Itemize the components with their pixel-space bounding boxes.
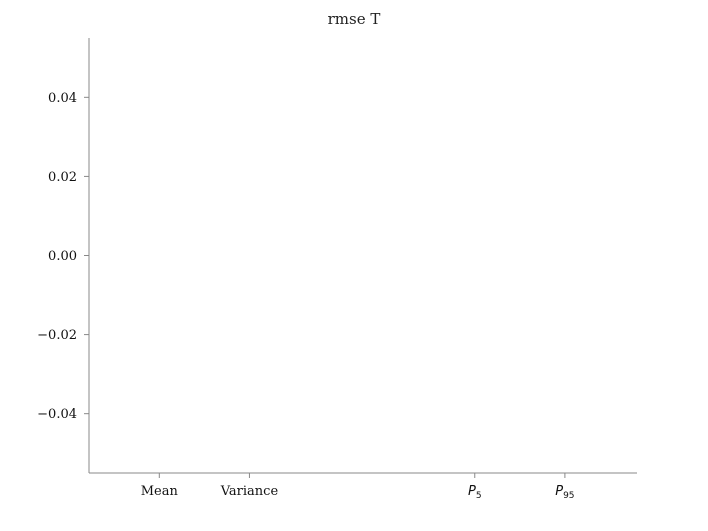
x-tick-label: P5 — [468, 484, 482, 501]
x-tick-label: P95 — [555, 484, 574, 501]
chart-title: rmse T — [328, 10, 381, 28]
x-tick-label: Mean — [141, 484, 179, 499]
y-tick-label: −0.02 — [37, 328, 77, 343]
y-tick-label: −0.04 — [37, 407, 77, 422]
x-axis-ticks: Mean Variance P5 P95 — [141, 473, 575, 501]
y-axis-ticks: −0.04 −0.02 0.00 0.02 0.04 — [37, 91, 89, 422]
y-tick-label: 0.00 — [48, 249, 77, 264]
x-tick-label: Variance — [220, 484, 279, 499]
y-tick-label: 0.02 — [48, 170, 77, 185]
y-tick-label: 0.04 — [48, 91, 77, 106]
